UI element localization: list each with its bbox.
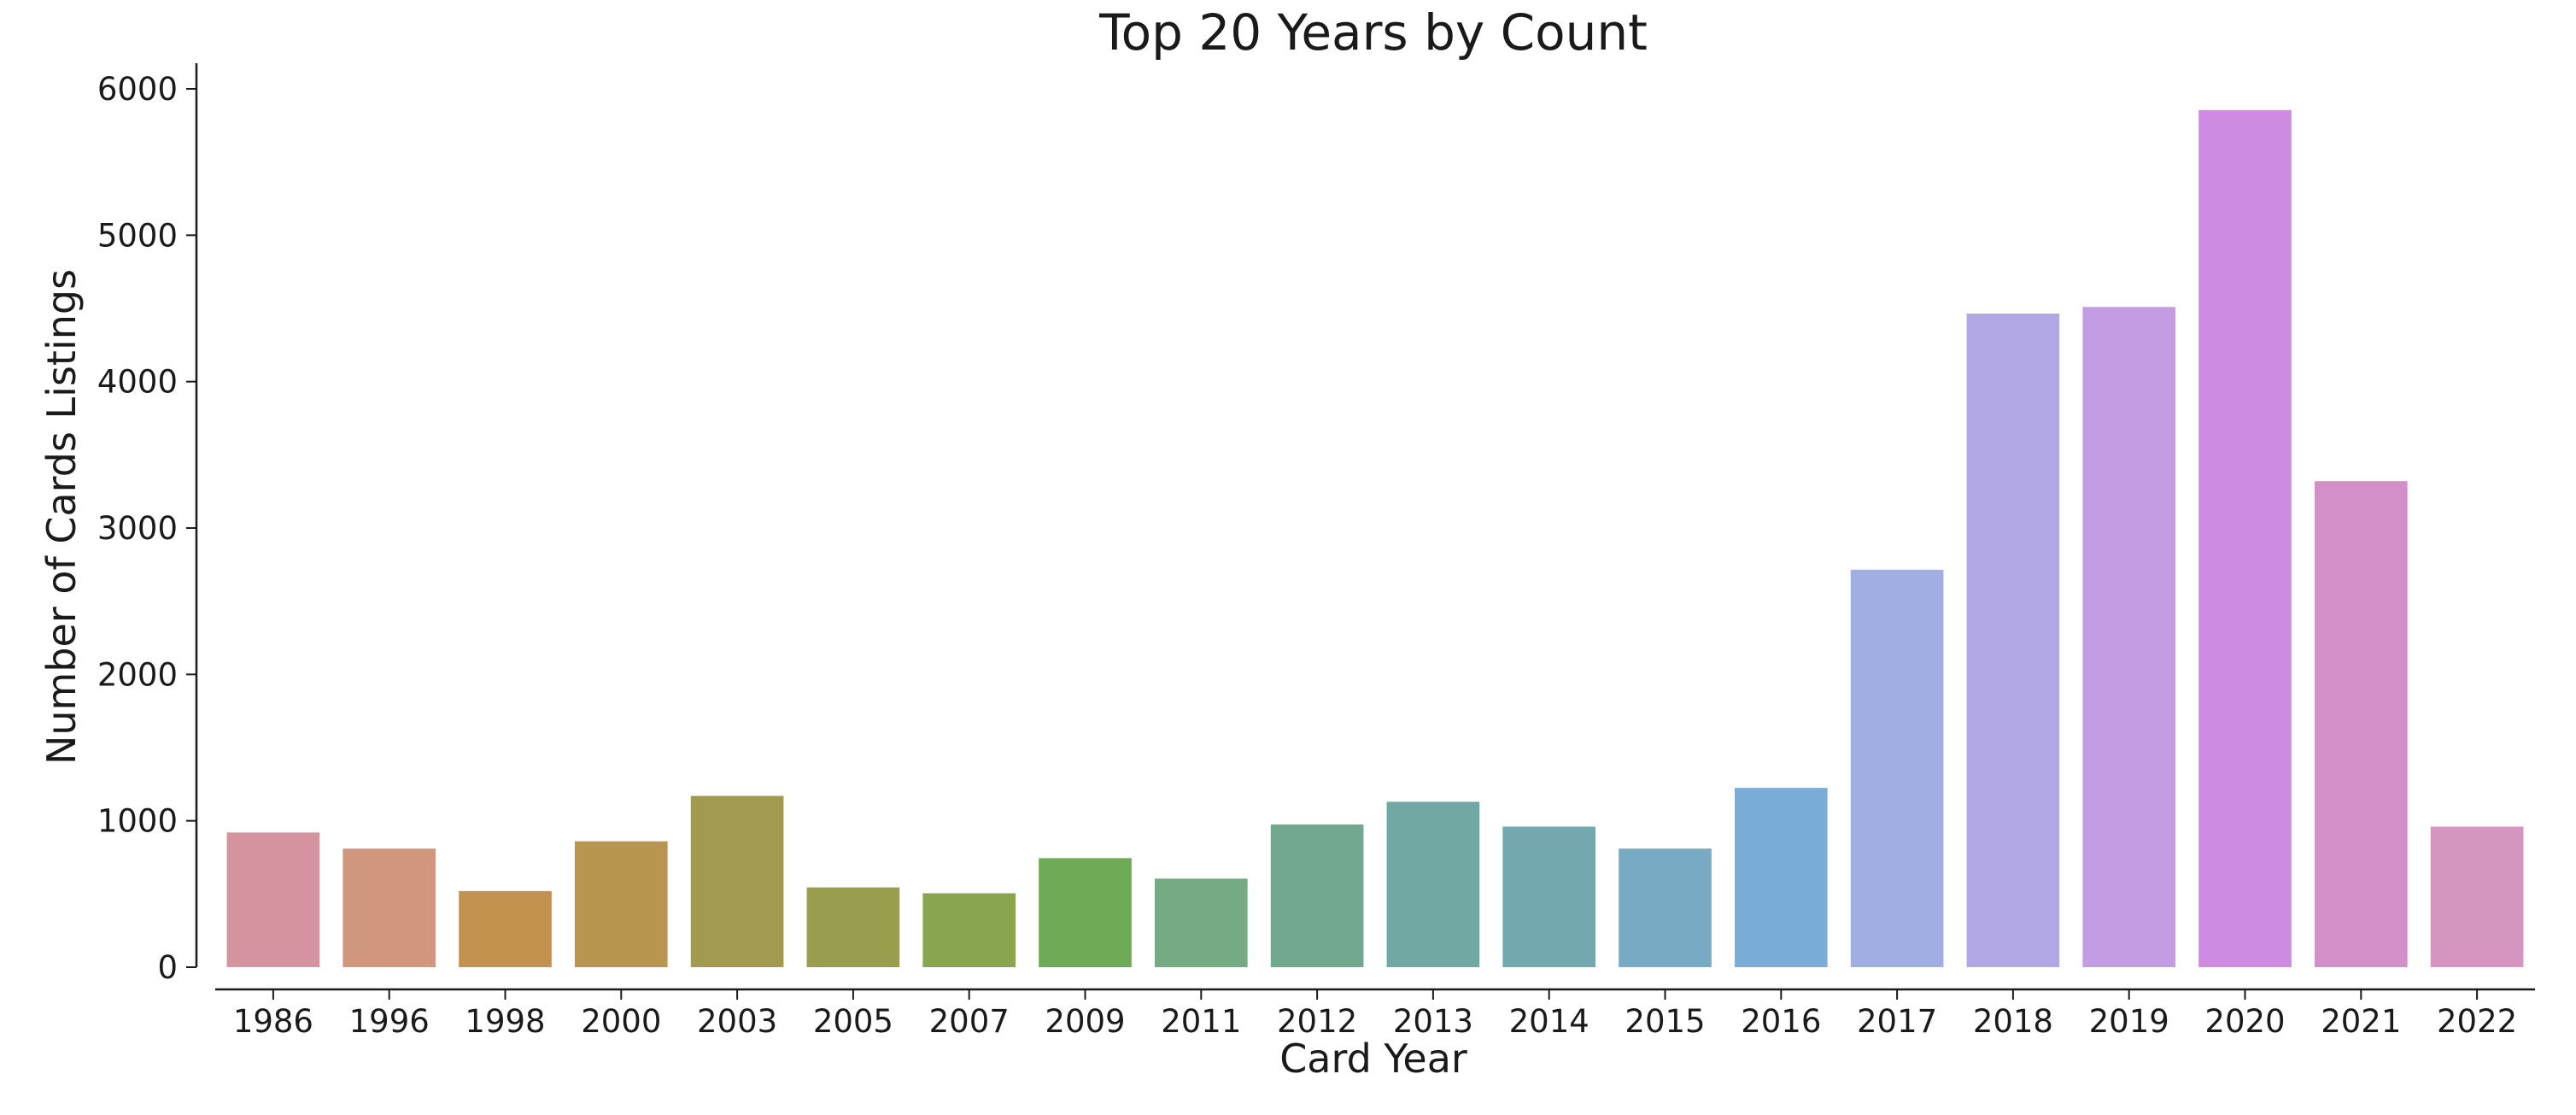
y-axis: 0 1000 2000 3000 4000 5000 6000	[97, 63, 198, 986]
x-tick-label: 1986	[233, 1003, 313, 1040]
bar-2022	[2430, 826, 2524, 967]
x-axis: 1986 1996 1998 2000 2003 2005 2007 2009 2011 2012…	[215, 988, 2535, 1040]
bar-2020	[2198, 109, 2292, 968]
x-axis-title: Card Year	[1279, 1036, 1467, 1082]
x-tick-label: 2012	[1277, 1003, 1357, 1040]
y-tick-label: 2000	[97, 656, 178, 693]
bar-2003	[690, 795, 784, 967]
y-tick-label: 4000	[97, 364, 178, 401]
y-tick-label: 0	[157, 949, 178, 986]
bar-2021	[2314, 481, 2408, 967]
bar-2011	[1154, 878, 1248, 967]
bar-1986	[226, 832, 320, 967]
x-tick-label: 2015	[1625, 1003, 1705, 1040]
x-tick-label: 1998	[465, 1003, 545, 1040]
y-axis-title: Number of Cards Listings	[38, 269, 85, 765]
x-tick-label: 2007	[929, 1003, 1010, 1040]
y-tick-label: 1000	[97, 803, 178, 840]
bar-1996	[342, 848, 436, 967]
y-tick-label: 6000	[97, 71, 178, 108]
bar-2018	[1966, 313, 2060, 967]
bar-2015	[1619, 848, 1712, 967]
bar-2014	[1502, 826, 1596, 967]
bar-2017	[1850, 569, 1944, 967]
bar-2009	[1039, 858, 1132, 967]
bar-2013	[1386, 801, 1480, 967]
x-tick-label: 2021	[2321, 1003, 2401, 1040]
bar-2000	[574, 841, 668, 967]
x-tick-label: 2017	[1857, 1003, 1937, 1040]
x-tick-label: 2000	[581, 1003, 661, 1040]
bars-group	[226, 109, 2524, 968]
bar-2012	[1270, 824, 1364, 967]
x-tick-label: 2011	[1161, 1003, 1241, 1040]
bar-2007	[922, 893, 1016, 967]
chart-title: Top 20 Years by Count	[1098, 3, 1648, 62]
x-tick-label: 2020	[2204, 1003, 2285, 1040]
x-tick-label: 1996	[349, 1003, 430, 1040]
x-tick-label: 2022	[2437, 1003, 2517, 1040]
bar-1998	[459, 890, 552, 967]
x-tick-label: 2019	[2089, 1003, 2169, 1040]
x-tick-label: 2013	[1393, 1003, 1473, 1040]
x-tick-label: 2009	[1045, 1003, 1125, 1040]
x-tick-label: 2018	[1973, 1003, 2053, 1040]
bar-2016	[1734, 788, 1828, 967]
bar-2019	[2082, 307, 2176, 968]
bar-2005	[806, 887, 900, 967]
x-tick-label: 2005	[813, 1003, 893, 1040]
x-tick-label: 2003	[697, 1003, 777, 1040]
x-tick-label: 2014	[1509, 1003, 1590, 1040]
y-tick-label: 5000	[97, 217, 178, 254]
y-tick-label: 3000	[97, 510, 178, 547]
x-tick-label: 2016	[1741, 1003, 1821, 1040]
